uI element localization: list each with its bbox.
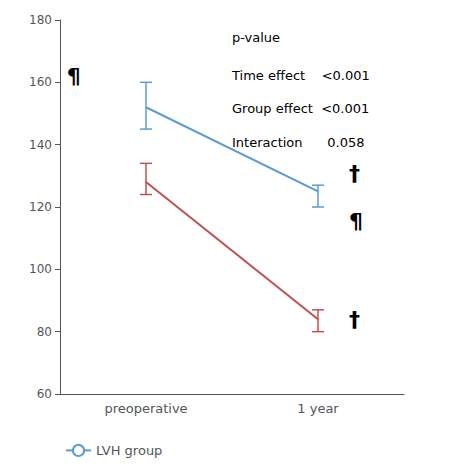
svg-text:140: 140 xyxy=(29,138,52,152)
svg-text:†: † xyxy=(349,307,360,332)
svg-text:Interaction 0.058: Interaction 0.058 xyxy=(232,135,365,150)
svg-text:1 year: 1 year xyxy=(297,401,339,416)
svg-text:Group effect <0.001: Group effect <0.001 xyxy=(232,101,369,116)
svg-text:preoperative: preoperative xyxy=(104,401,187,416)
svg-text:†: † xyxy=(349,161,360,186)
svg-text:¶: ¶ xyxy=(349,209,363,234)
svg-text:¶: ¶ xyxy=(67,64,81,89)
svg-text:80: 80 xyxy=(37,325,52,339)
svg-text:60: 60 xyxy=(37,387,52,401)
svg-text:Time effect <0.001: Time effect <0.001 xyxy=(231,68,370,83)
svg-text:p-value: p-value xyxy=(232,30,280,45)
svg-text:160: 160 xyxy=(29,75,52,89)
svg-text:LVH group: LVH group xyxy=(96,443,162,458)
svg-text:180: 180 xyxy=(29,13,52,27)
svg-text:100: 100 xyxy=(29,262,52,276)
svg-text:120: 120 xyxy=(29,200,52,214)
